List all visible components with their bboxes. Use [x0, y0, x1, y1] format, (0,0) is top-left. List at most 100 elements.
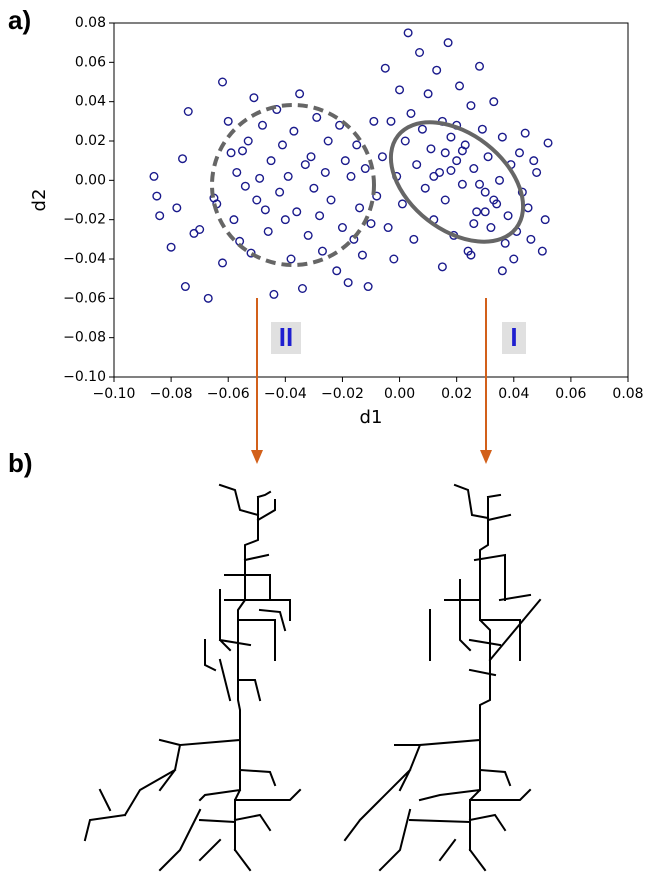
point: [440, 195, 450, 205]
point: [380, 63, 390, 73]
point: [509, 254, 519, 264]
point: [263, 226, 273, 236]
point: [195, 224, 205, 234]
point: [457, 179, 467, 189]
point: [292, 207, 302, 217]
plot-frame: [113, 22, 629, 378]
point: [397, 199, 407, 209]
point: [286, 254, 296, 264]
point: [537, 246, 547, 256]
y-tick-label: 0.00: [75, 172, 106, 188]
x-tick-label: 0.02: [441, 386, 472, 402]
point: [260, 205, 270, 215]
point: [280, 215, 290, 225]
x-tick-label: −0.04: [264, 386, 307, 402]
point: [303, 230, 313, 240]
point: [363, 282, 373, 292]
point: [403, 28, 413, 38]
point: [218, 258, 228, 268]
point: [406, 108, 416, 118]
x-axis-label: d1: [360, 407, 383, 428]
point: [246, 248, 256, 258]
point: [249, 93, 259, 103]
point: [440, 148, 450, 158]
point: [180, 282, 190, 292]
point: [532, 167, 542, 177]
point: [472, 207, 482, 217]
point: [383, 223, 393, 233]
network: [343, 483, 542, 872]
panel-label: a): [8, 5, 31, 35]
point: [415, 48, 425, 58]
point: [395, 85, 405, 95]
point: [237, 146, 247, 156]
y-tick-label: −0.10: [63, 369, 106, 385]
point: [203, 293, 213, 303]
point: [420, 183, 430, 193]
point: [300, 160, 310, 170]
cluster-label: I: [510, 322, 517, 352]
arrow-head: [251, 450, 263, 464]
point: [315, 211, 325, 221]
point: [306, 152, 316, 162]
cluster-ellipse: [388, 120, 526, 244]
point: [483, 152, 493, 162]
point: [332, 266, 342, 276]
point: [183, 106, 193, 116]
point: [232, 167, 242, 177]
point: [178, 154, 188, 164]
point: [514, 148, 524, 158]
point: [297, 284, 307, 294]
point: [155, 211, 165, 221]
point: [446, 165, 456, 175]
point: [243, 136, 253, 146]
point: [400, 136, 410, 146]
point: [323, 136, 333, 146]
point: [326, 195, 336, 205]
point: [335, 120, 345, 130]
point: [489, 195, 499, 205]
point: [343, 278, 353, 288]
point: [426, 144, 436, 154]
point: [497, 266, 507, 276]
point: [269, 289, 279, 299]
point: [166, 242, 176, 252]
point: [229, 215, 239, 225]
point: [457, 146, 467, 156]
point: [266, 156, 276, 166]
point: [389, 254, 399, 264]
network: [83, 483, 302, 872]
point: [432, 65, 442, 75]
point: [275, 187, 285, 197]
point: [429, 171, 439, 181]
point: [486, 223, 496, 233]
point: [372, 191, 382, 201]
point: [489, 97, 499, 107]
x-tick-label: 0.00: [384, 386, 415, 402]
point: [317, 246, 327, 256]
point: [152, 191, 162, 201]
point: [469, 164, 479, 174]
plot: −0.10 −0.08 −0.06 −0.04 −0.02 0.00 0.02 0.04 0.0…: [63, 15, 643, 402]
point: [475, 61, 485, 71]
point: [355, 203, 365, 213]
point: [497, 132, 507, 142]
point: [495, 175, 505, 185]
arrow-head: [480, 450, 492, 464]
point: [283, 171, 293, 181]
point: [337, 223, 347, 233]
point: [357, 250, 367, 260]
panel-label: b): [8, 448, 33, 478]
point: [223, 116, 233, 126]
point: [172, 203, 182, 213]
point: [469, 219, 479, 229]
point: [226, 148, 236, 158]
y-axis-label: d2: [29, 189, 50, 212]
point: [477, 124, 487, 134]
y-tick-label: −0.02: [63, 212, 106, 228]
y-tick-label: 0.06: [75, 54, 106, 70]
point: [252, 195, 262, 205]
point: [412, 160, 422, 170]
y-tick-label: 0.08: [75, 15, 106, 31]
